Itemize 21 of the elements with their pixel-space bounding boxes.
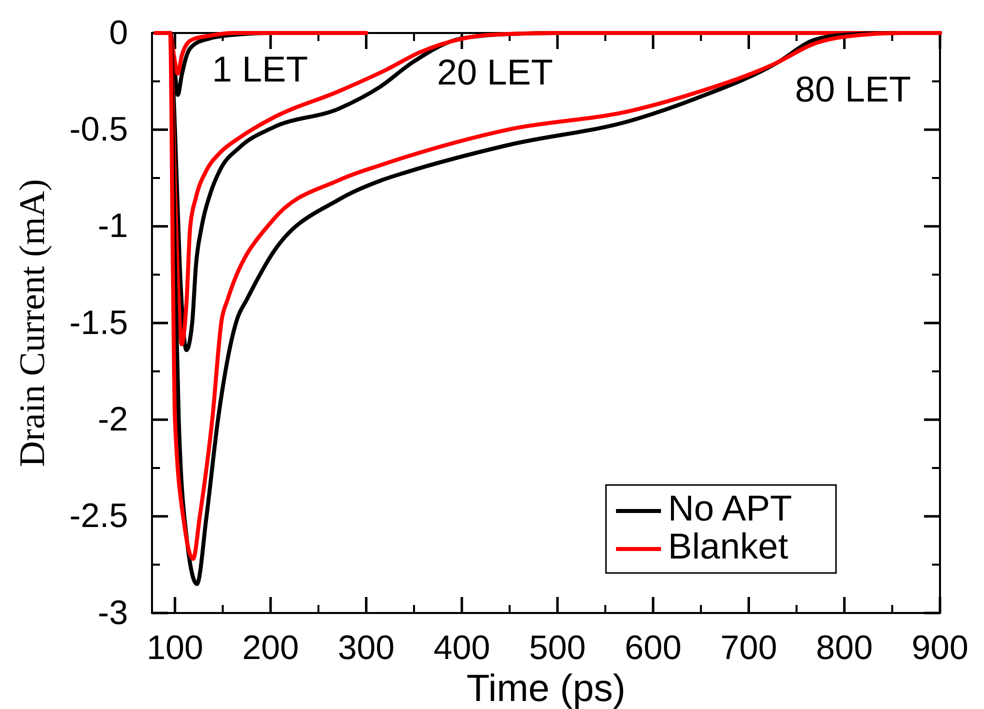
y-tick-label: -1 [98, 207, 128, 246]
x-tick-label: 800 [816, 629, 873, 668]
x-tick-label: 300 [338, 629, 395, 668]
y-tick-label: -2 [98, 400, 128, 439]
x-tick-label: 400 [433, 629, 490, 668]
x-tick-label: 700 [720, 629, 778, 668]
x-tick-label: 600 [624, 629, 682, 668]
y-tick-label: -0.5 [69, 110, 128, 149]
y-tick-label: -3 [98, 594, 128, 632]
y-tick-label: 0 [109, 14, 128, 52]
y-tick-label: -1.5 [69, 304, 128, 342]
annotation: 80 LET [794, 68, 912, 110]
y-tick-label: -2.5 [69, 497, 128, 536]
y-axis-title: Drain Current (mA) [12, 179, 52, 467]
x-tick-label: 100 [146, 629, 204, 668]
annotation: 20 LET [436, 52, 554, 93]
annotation: 1 LET [212, 48, 308, 90]
x-tick-label: 900 [912, 629, 968, 668]
x-tick-label: 200 [242, 629, 299, 668]
x-tick-label: 500 [529, 629, 586, 668]
x-axis-title: Time (ps) [466, 668, 626, 709]
